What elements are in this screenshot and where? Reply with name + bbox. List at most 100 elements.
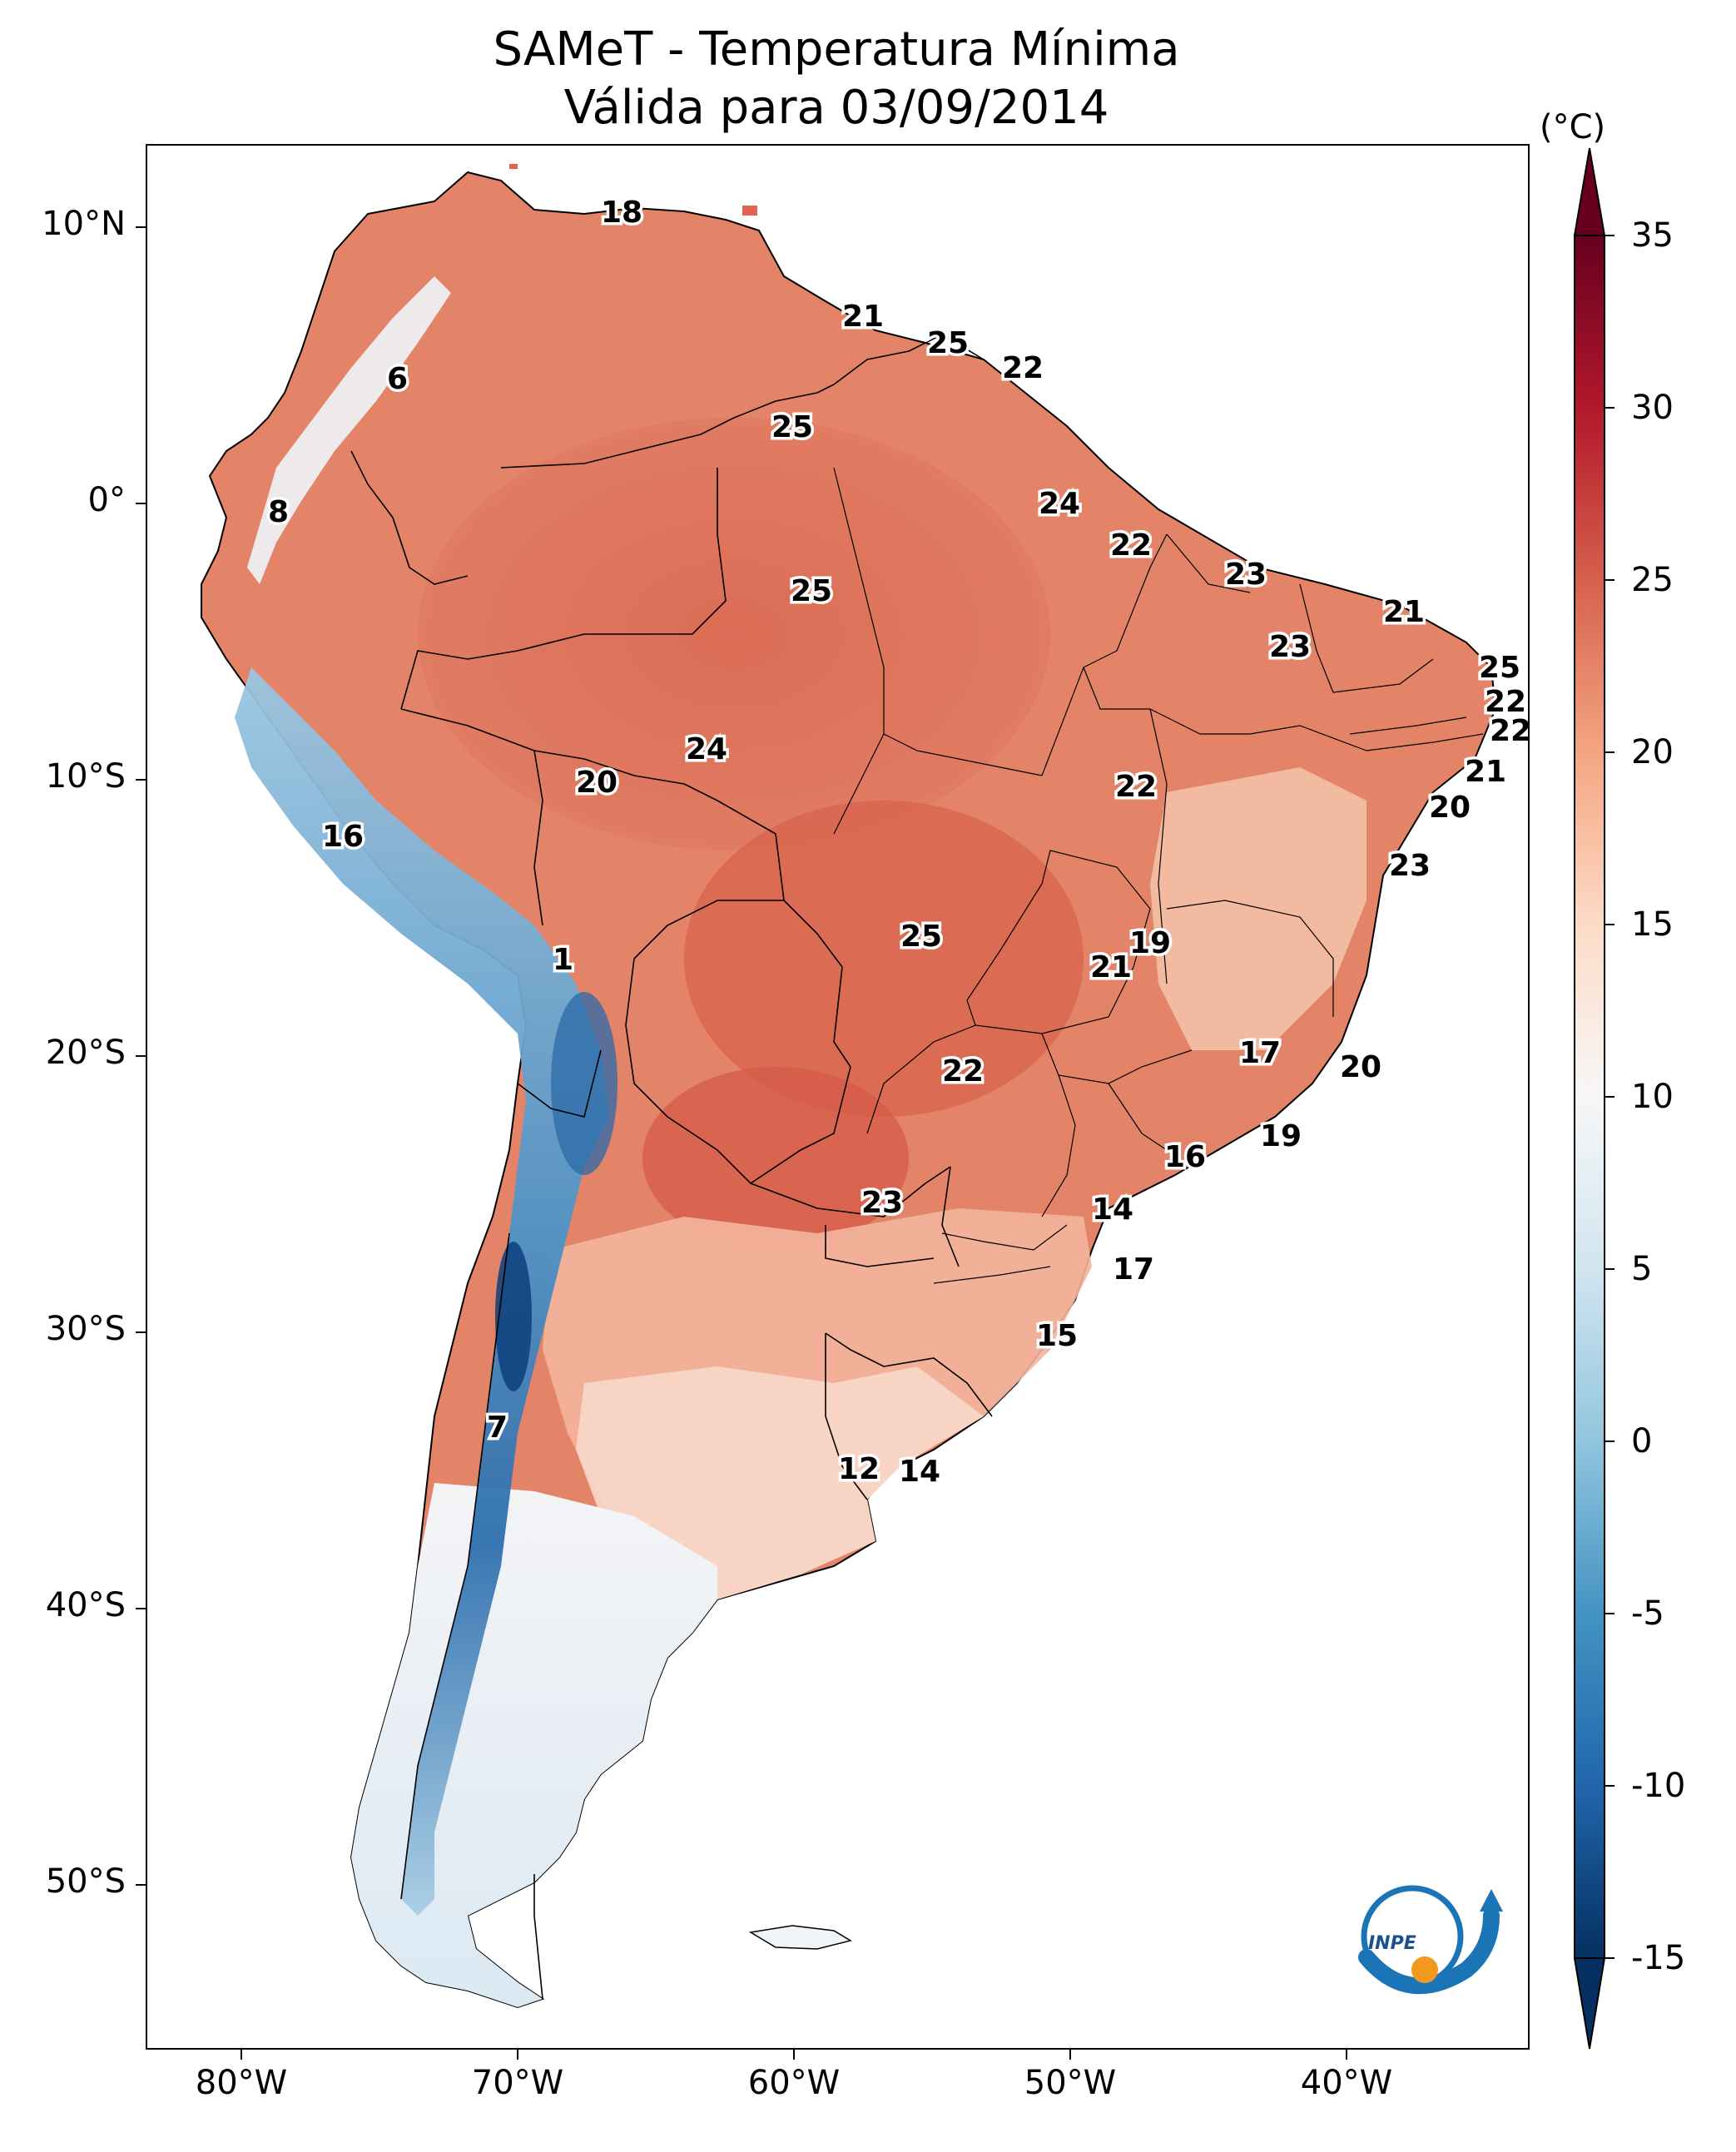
- lat-tick: [136, 503, 146, 504]
- lat-label-10s: 10°S: [45, 757, 126, 796]
- colorbar-unit: (°C): [1540, 108, 1606, 146]
- island: [509, 164, 518, 169]
- colorbar-top-arrow: [1573, 147, 1606, 236]
- temp-label: 22: [1485, 685, 1526, 719]
- lat-label-20s: 20°S: [45, 1034, 126, 1072]
- altiplano-cold: [551, 992, 618, 1175]
- temp-label: 16: [322, 820, 364, 854]
- temp-label: 21: [842, 300, 884, 334]
- temp-label: 25: [1479, 651, 1520, 685]
- northeast-cool-region: [1150, 767, 1366, 1050]
- temp-label: 12: [838, 1452, 880, 1486]
- colorbar-label: -5: [1631, 1594, 1664, 1633]
- lat-label-0: 0°: [87, 481, 126, 519]
- lon-tick: [517, 2050, 518, 2060]
- temp-label: 19: [1260, 1119, 1302, 1153]
- map-subtitle: Válida para 03/09/2014: [563, 81, 1109, 135]
- colorbar-label: 25: [1631, 561, 1674, 599]
- lon-tick: [1069, 2050, 1071, 2060]
- colorbar-bottom-arrow: [1573, 1957, 1606, 2050]
- colorbar-label: -15: [1631, 1939, 1686, 1977]
- central-warm-region: [684, 801, 1084, 1117]
- inpe-logo: INPE: [1358, 1885, 1503, 1995]
- falkland-islands: [748, 1925, 852, 1950]
- temp-label: 23: [1269, 630, 1311, 664]
- colorbar-gradient: [1574, 235, 1605, 1959]
- lat-label-30s: 30°S: [45, 1310, 126, 1348]
- temp-label: 17: [1239, 1036, 1281, 1070]
- lon-tick: [793, 2050, 795, 2060]
- lon-label-80w: 80°W: [195, 2064, 288, 2102]
- temp-label: 24: [1039, 487, 1080, 521]
- colorbar-label: 35: [1631, 216, 1674, 255]
- lat-label-10n: 10°N: [42, 205, 126, 243]
- temp-label: 17: [1113, 1252, 1154, 1287]
- andes-north-cold: [247, 276, 451, 584]
- colorbar-label: 30: [1631, 389, 1674, 427]
- temp-label: 25: [791, 574, 832, 608]
- temp-label: 23: [861, 1186, 903, 1220]
- temp-label: 21: [1383, 595, 1425, 629]
- lon-label-60w: 60°W: [747, 2064, 841, 2102]
- temp-label: 15: [1036, 1319, 1078, 1353]
- temp-label: 8: [268, 495, 289, 529]
- temp-label: 25: [927, 326, 969, 360]
- temperature-labels: 18 6 21 25 22 25 8 24 22 23 25 21 23 25 …: [265, 193, 1530, 1492]
- colorbar-label: 5: [1631, 1250, 1653, 1288]
- south-america-map: 18 6 21 25 22 25 8 24 22 23 25 21 23 25 …: [201, 164, 1530, 2009]
- temp-label: 22: [1490, 714, 1530, 748]
- lat-tick: [136, 226, 146, 228]
- amazon-warm-region: [418, 418, 1050, 850]
- temp-label: 18: [601, 196, 642, 230]
- lon-tick: [241, 2050, 242, 2060]
- temp-label: 21: [1090, 950, 1132, 984]
- colorbar-label: 10: [1631, 1078, 1674, 1116]
- temp-label: 22: [942, 1054, 984, 1088]
- pampas-cool-region: [576, 1366, 984, 1599]
- temp-label: 20: [1340, 1050, 1381, 1084]
- temp-label: 21: [1465, 755, 1506, 789]
- temp-label: 25: [771, 410, 813, 444]
- lon-label-70w: 70°W: [471, 2064, 564, 2102]
- andes-deep-cold: [495, 1242, 532, 1391]
- lat-tick: [136, 1884, 146, 1886]
- lon-tick: [1346, 2050, 1347, 2060]
- lon-label-50w: 50°W: [1024, 2064, 1117, 2102]
- temp-label: 14: [899, 1455, 940, 1489]
- chaco-warm-region: [642, 1067, 909, 1250]
- temp-label: 25: [900, 920, 942, 954]
- lat-tick: [136, 1331, 146, 1333]
- temp-label: 22: [1115, 770, 1157, 804]
- lat-tick: [136, 1055, 146, 1057]
- map-area: 18 6 21 25 22 25 8 24 22 23 25 21 23 25 …: [146, 144, 1530, 2050]
- patagonia-region: [351, 1483, 717, 2007]
- lat-tick: [136, 1608, 146, 1609]
- temp-label: 20: [576, 766, 618, 800]
- temp-label: 23: [1389, 849, 1431, 883]
- map-title: SAMeT - Temperatura Mínima: [493, 22, 1180, 77]
- temp-label: 23: [1225, 558, 1267, 592]
- temp-label: 22: [1110, 528, 1152, 563]
- lon-label-40w: 40°W: [1300, 2064, 1393, 2102]
- lat-label-40s: 40°S: [45, 1586, 126, 1624]
- inpe-logo-text: INPE: [1368, 1933, 1416, 1954]
- colorbar: [1573, 147, 1614, 2050]
- temp-label: 7: [487, 1411, 508, 1445]
- temp-label: 22: [1002, 351, 1044, 385]
- temp-label: 20: [1429, 791, 1471, 825]
- temp-label: 24: [686, 732, 727, 766]
- lat-label-50s: 50°S: [45, 1862, 126, 1901]
- colorbar-label: 0: [1631, 1422, 1653, 1460]
- colorbar-label: 15: [1631, 905, 1674, 944]
- temp-label: 1: [553, 943, 573, 977]
- colorbar-label: -10: [1631, 1767, 1686, 1805]
- temp-label: 6: [387, 362, 408, 396]
- andes-cold-band: [235, 667, 609, 1916]
- state-borders: [833, 467, 1484, 1284]
- temp-label: 19: [1129, 926, 1171, 960]
- colorbar-label: 20: [1631, 733, 1674, 771]
- country-borders: [350, 334, 993, 2000]
- temp-label: 14: [1092, 1193, 1133, 1227]
- island: [742, 206, 757, 216]
- temp-label: 16: [1164, 1140, 1206, 1174]
